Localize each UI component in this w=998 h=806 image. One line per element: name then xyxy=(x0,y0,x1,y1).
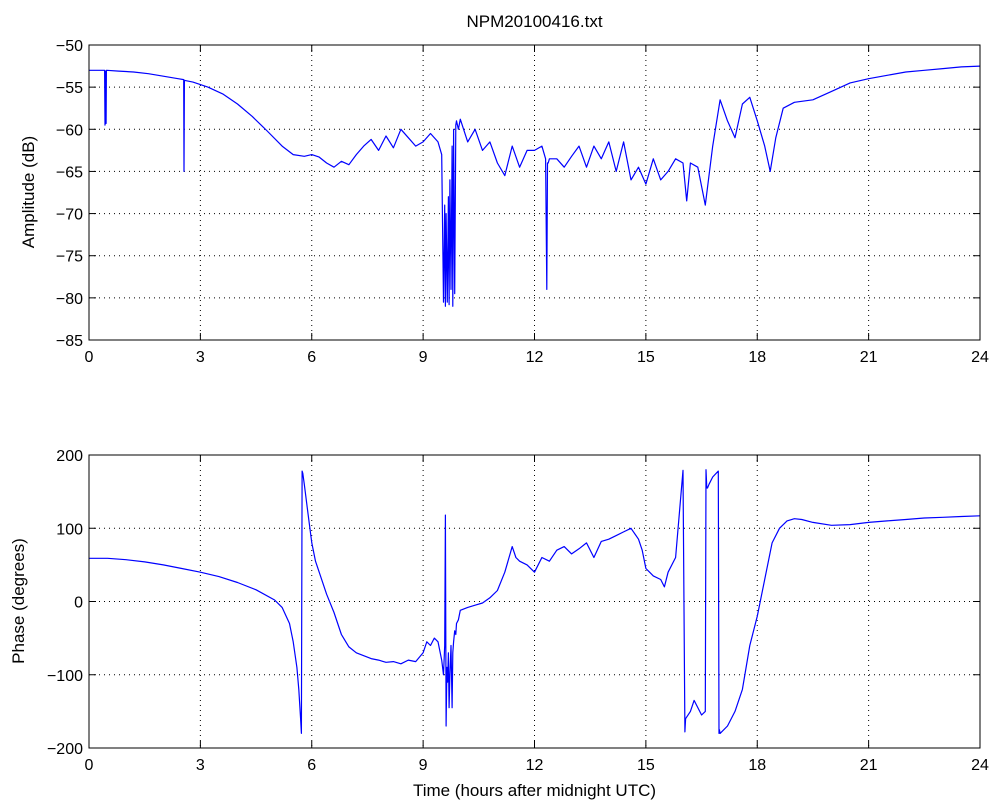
phase-y-axis-label: Phase (degrees) xyxy=(9,538,28,664)
amplitude-x-tick-label: 18 xyxy=(748,349,766,366)
phase-x-tick-label: 3 xyxy=(196,757,205,774)
amplitude-x-tick-label: 12 xyxy=(526,349,544,366)
amplitude-plot: NPM20100416.txt Amplitude (dB) 0 3 6 9 12 15 1… xyxy=(19,12,989,366)
phase-y-tick-label: −100 xyxy=(47,668,83,685)
amplitude-series-line xyxy=(89,65,981,307)
chart-title: NPM20100416.txt xyxy=(466,12,602,31)
phase-y-tick-label: 100 xyxy=(56,521,83,538)
amplitude-y-axis-label: Amplitude (dB) xyxy=(19,136,38,248)
amplitude-y-tick-label: −70 xyxy=(56,207,83,224)
amplitude-x-tick-label: 3 xyxy=(196,349,205,366)
amplitude-y-tick-label: −60 xyxy=(56,122,83,139)
amplitude-x-tick-label: 0 xyxy=(85,349,94,366)
phase-x-tick-label: 6 xyxy=(307,757,316,774)
phase-x-tick-label: 9 xyxy=(419,757,428,774)
amplitude-x-tick-label: 6 xyxy=(307,349,316,366)
amplitude-x-tick-label: 21 xyxy=(860,349,878,366)
phase-x-tick-label: 21 xyxy=(860,757,878,774)
phase-x-tick-label: 0 xyxy=(85,757,94,774)
amplitude-y-tick-label: −65 xyxy=(56,164,83,181)
time-x-axis-label: Time (hours after midnight UTC) xyxy=(413,781,656,800)
amplitude-y-tick-label: −50 xyxy=(56,38,83,55)
amplitude-x-tick-label: 15 xyxy=(637,349,655,366)
phase-y-tick-label: −200 xyxy=(47,741,83,758)
amplitude-y-tick-label: −85 xyxy=(56,333,83,350)
phase-x-tick-label: 18 xyxy=(748,757,766,774)
phase-x-tick-label: 24 xyxy=(971,757,989,774)
amplitude-y-tick-label: −80 xyxy=(56,291,83,308)
phase-x-tick-label: 15 xyxy=(637,757,655,774)
amplitude-x-tick-label: 24 xyxy=(971,349,989,366)
amplitude-x-tick-label: 9 xyxy=(419,349,428,366)
amplitude-y-tick-label: −75 xyxy=(56,249,83,266)
phase-plot: Phase (degrees) Time (hours after midnig… xyxy=(9,448,989,800)
phase-y-tick-label: 0 xyxy=(74,595,83,612)
phase-x-tick-label: 12 xyxy=(526,757,544,774)
amplitude-y-tick-label: −55 xyxy=(56,80,83,97)
phase-y-tick-label: 200 xyxy=(56,448,83,465)
phase-series-line xyxy=(89,469,981,735)
